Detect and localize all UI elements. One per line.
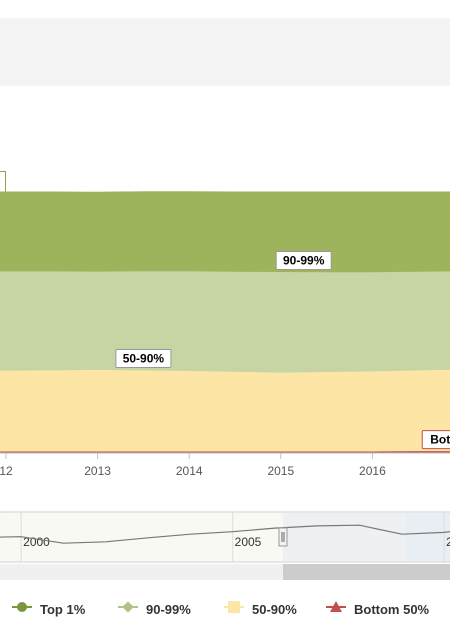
x-tick-label: 2015 [267,464,294,478]
stacked-area-chart: 122013201420152016290-99%50-90%Bott20002… [0,191,450,580]
data-label: 90-99% [283,254,325,268]
legend-item-90-99[interactable]: 90-99% [118,592,191,626]
navigator-tick-label: 2005 [235,535,262,549]
x-tick-label: 12 [0,464,13,478]
legend-label: Top 1% [40,601,86,617]
scrollbar-thumb[interactable] [283,564,450,580]
legend-item-top-1[interactable]: Top 1% [12,592,85,626]
area-top-1- [0,191,450,273]
x-tick-label: 2016 [359,464,386,478]
diamond-icon [118,600,138,618]
navigator-series-line [0,524,450,544]
navigator-tick-label: 2010 [446,535,450,549]
data-label-box [115,348,172,368]
area-90-99- [0,270,450,373]
legend: Top 1% 90-99% 50-90% Bottom 50% [0,592,450,626]
navigator-outside-left [0,513,283,561]
data-label-box [421,430,450,450]
data-label-box [275,251,332,271]
area-50-90- [0,368,450,452]
triangle-icon [326,600,346,618]
x-tick-label: 2013 [84,464,111,478]
legend-item-bottom-50[interactable]: Bottom 50% [326,592,429,626]
circle-icon [12,600,32,618]
x-tick-label: 2014 [176,464,203,478]
navigator-handle-left[interactable] [278,527,288,547]
legend-label: 90-99% [146,601,191,617]
data-label: 50-90% [123,351,165,365]
legend-item-50-90[interactable]: 50-90% [224,592,297,626]
square-icon [224,600,244,618]
navigator-selected-range[interactable] [283,513,405,561]
data-label: Bott [430,433,450,447]
legend-label: Bottom 50% [354,601,430,617]
legend-label: 50-90% [252,601,297,617]
navigator-outside-right [405,513,450,561]
chart-header-panel [0,18,450,86]
